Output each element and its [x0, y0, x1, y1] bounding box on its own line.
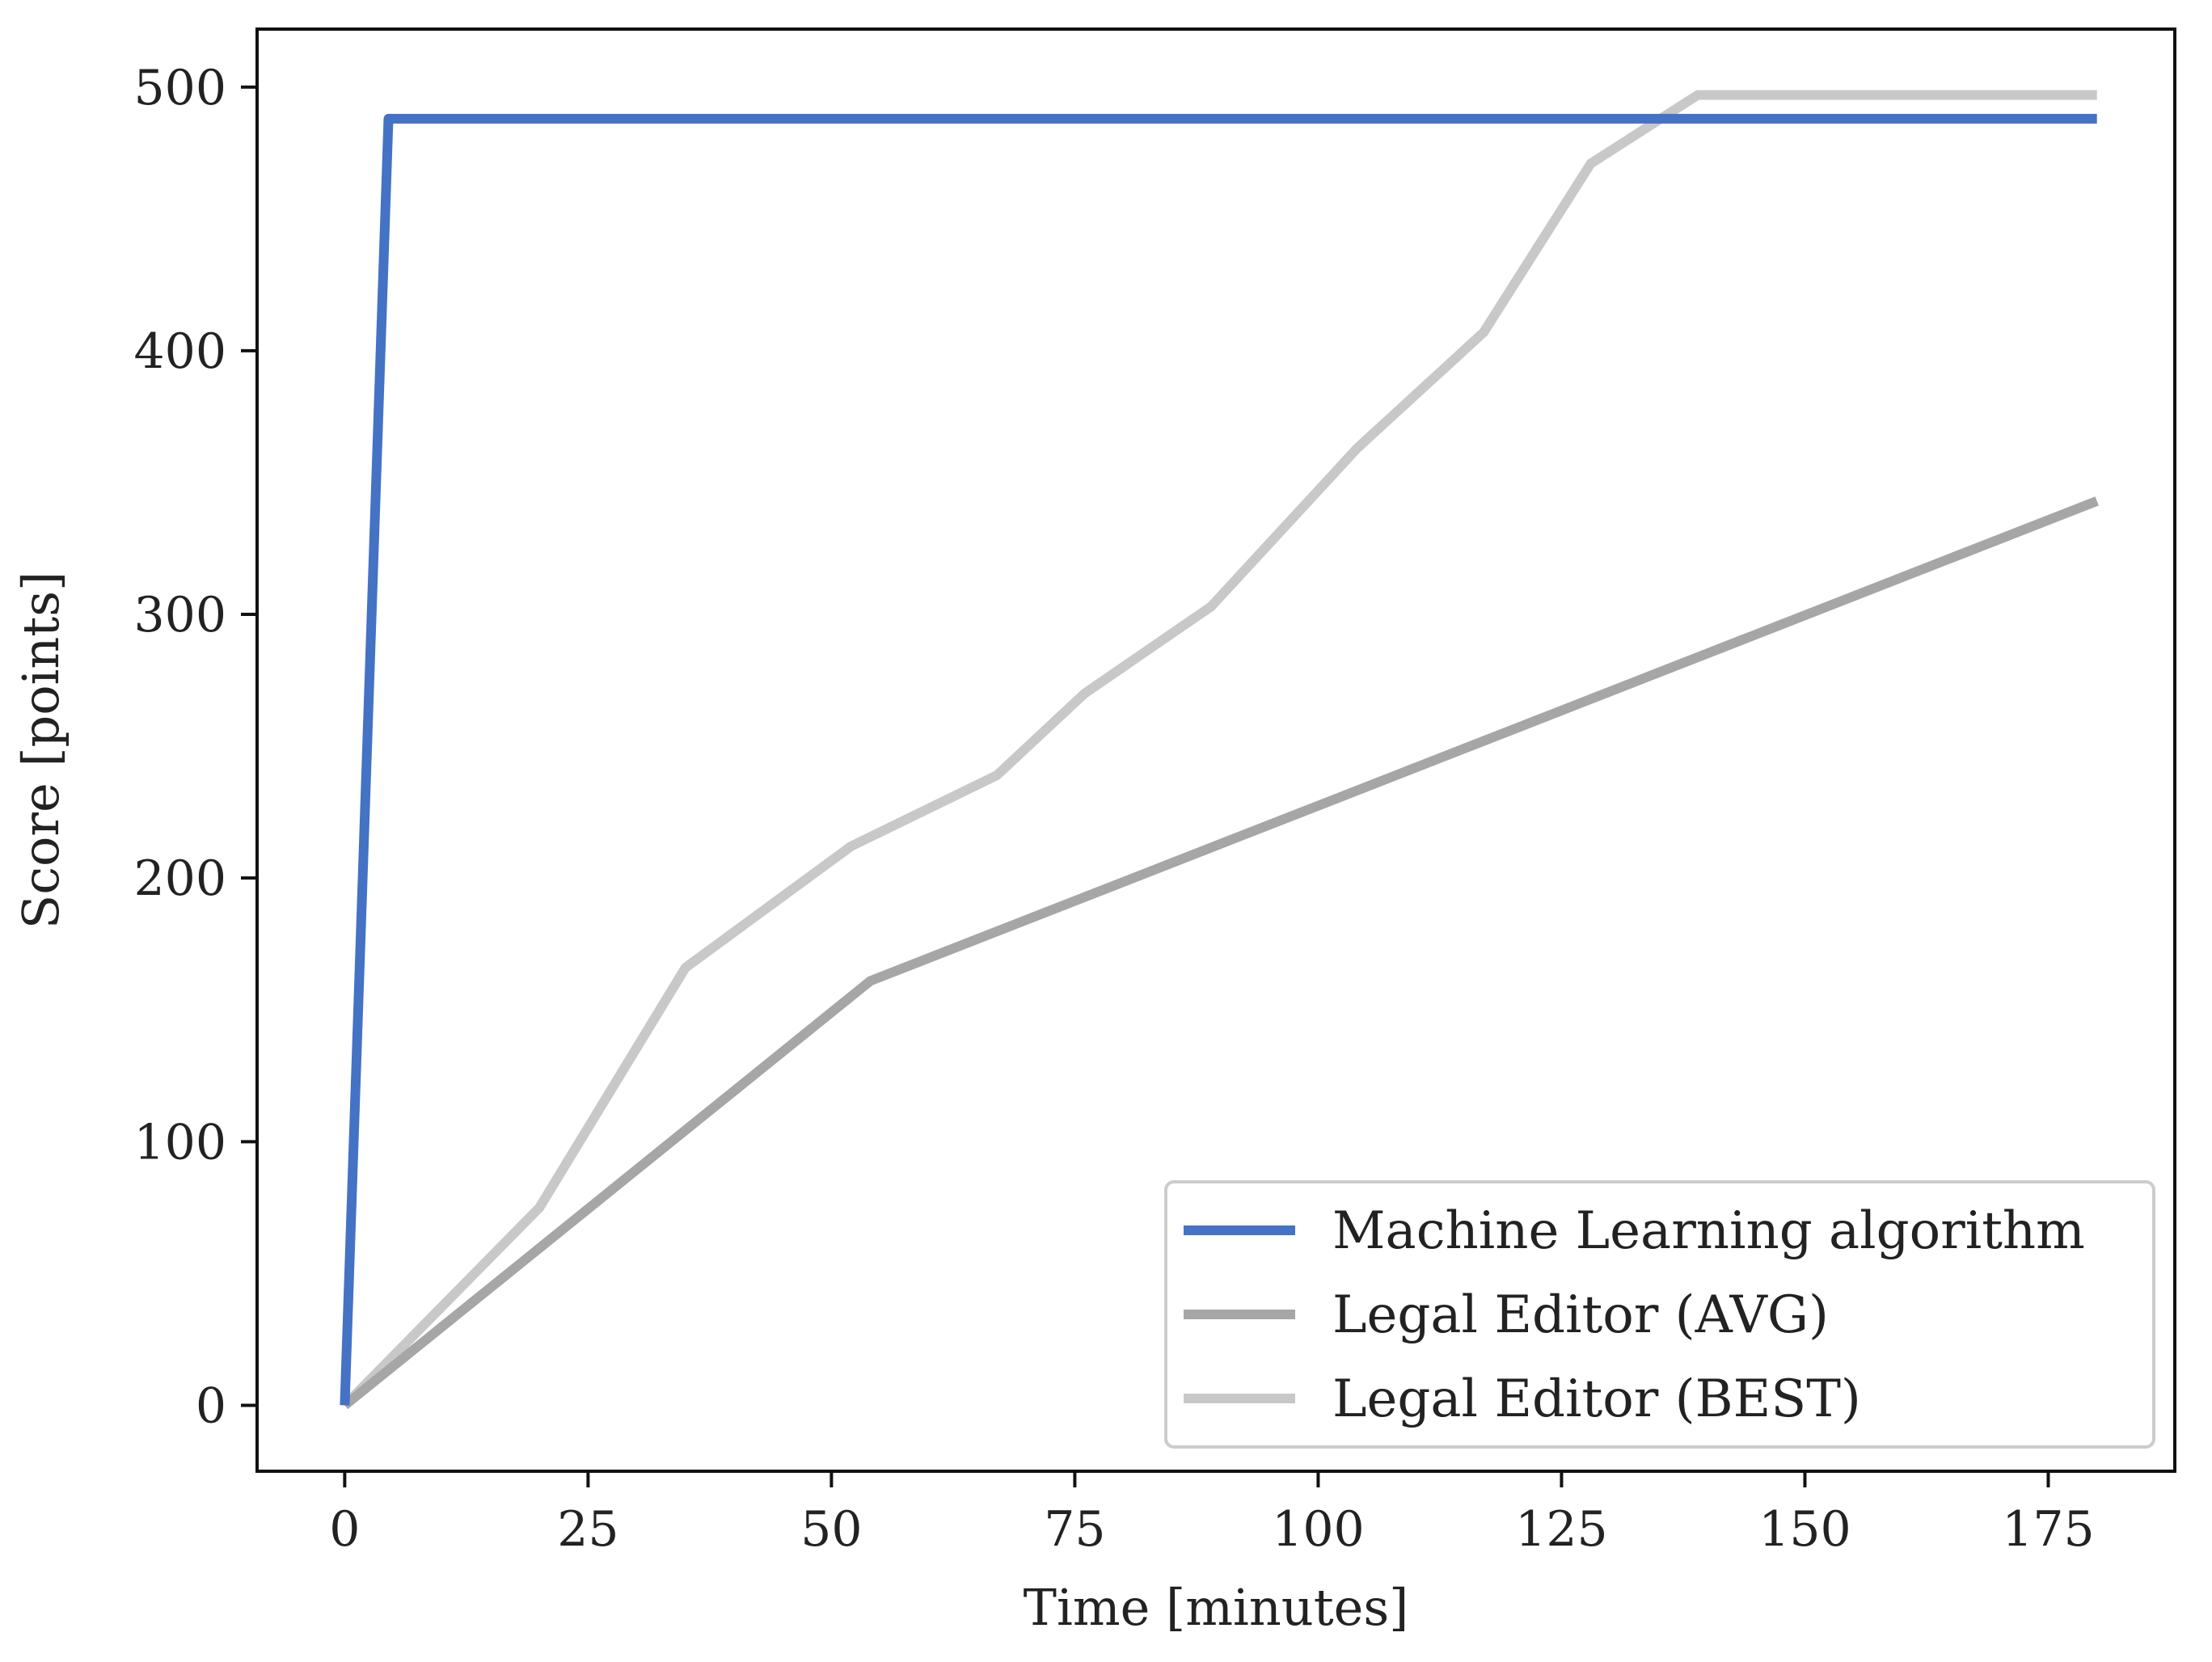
- y-tick-label: 100: [133, 1114, 226, 1171]
- y-tick-label: 0: [196, 1377, 226, 1434]
- y-tick-label: 200: [133, 850, 226, 907]
- y-tick-label: 400: [133, 323, 226, 380]
- legend-frame: [1164, 1180, 2155, 1449]
- legend-label: Machine Learning algorithm: [1332, 1201, 2085, 1261]
- x-axis-ticks: 0 25 50 75 100 125 150 175: [329, 1471, 2095, 1558]
- x-axis-label: Time [minutes]: [1024, 1578, 1409, 1637]
- x-tick-label: 125: [1515, 1501, 1608, 1558]
- y-tick-label: 300: [133, 587, 226, 643]
- series-layer: [340, 90, 2099, 1410]
- series-line-legal-editor-best: [341, 90, 2097, 1409]
- legend-label: Legal Editor (AVG): [1332, 1285, 1829, 1345]
- x-tick-label: 150: [1758, 1501, 1851, 1558]
- y-axis-label: Score [points]: [11, 572, 70, 929]
- x-tick-label: 50: [800, 1501, 862, 1558]
- series-line-machine-learning-algorithm: [340, 113, 2097, 1406]
- x-tick-label: 25: [557, 1501, 618, 1558]
- plot-frame: [255, 27, 2176, 1473]
- y-tick-label: 500: [133, 60, 226, 116]
- x-tick-label: 0: [329, 1501, 360, 1558]
- legend-label: Legal Editor (BEST): [1332, 1369, 1861, 1429]
- y-axis-ticks: 0 100 200 300 400 500: [133, 60, 257, 1434]
- x-tick-label: 75: [1044, 1501, 1105, 1558]
- x-tick-label: 175: [2002, 1501, 2095, 1558]
- series-line-legal-editor-avg: [341, 496, 2099, 1410]
- legend: Machine Learning algorithm Legal Editor (…: [1164, 1180, 2155, 1449]
- x-tick-label: 100: [1272, 1501, 1365, 1558]
